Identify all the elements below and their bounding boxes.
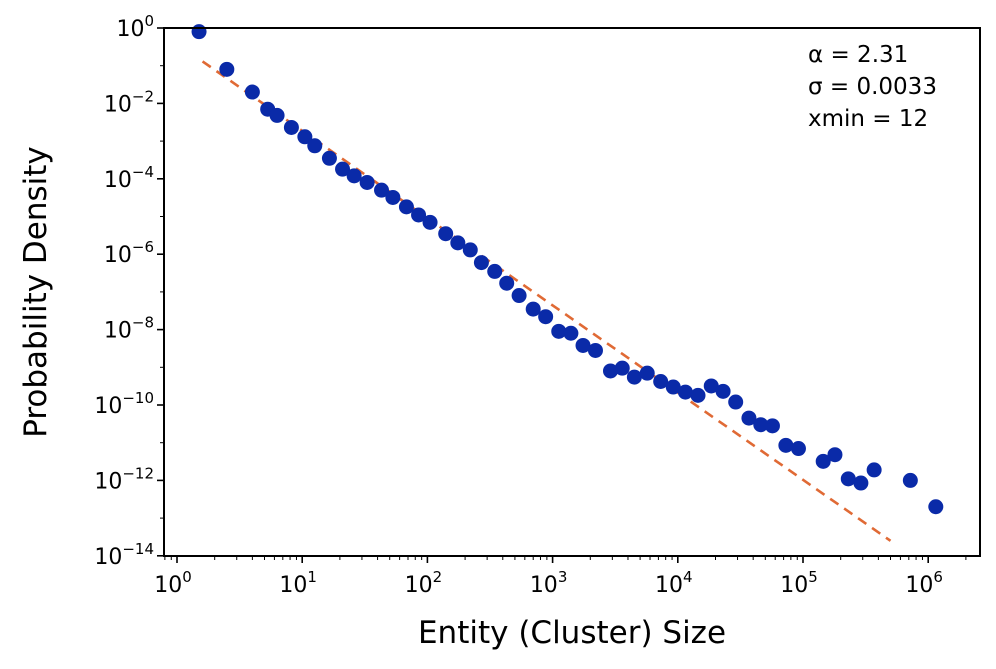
y-tick-label: 10−6 (104, 238, 154, 268)
data-point (614, 360, 630, 376)
data-point (626, 369, 642, 385)
data-point (753, 417, 769, 433)
annotation-sigma: σ = 0.0033 (808, 74, 937, 100)
y-tick-exponent: 0 (144, 12, 154, 30)
x-tick-exponent: 1 (307, 568, 317, 586)
x-tick-label: 102 (405, 568, 443, 598)
data-point (487, 263, 503, 279)
x-tick-exponent: 2 (433, 568, 443, 586)
y-tick-label: 10−8 (104, 314, 154, 344)
data-point (219, 61, 235, 77)
data-point (411, 207, 427, 223)
data-point (321, 150, 337, 166)
data-point (499, 275, 515, 291)
y-tick-label: 10−10 (94, 389, 154, 419)
data-point (335, 161, 351, 177)
data-point (450, 235, 466, 251)
y-tick-exponent: −12 (122, 464, 154, 482)
annotation-xmin: xmin = 12 (808, 106, 928, 132)
y-tick-exponent: −14 (122, 540, 154, 558)
x-tick-label: 101 (279, 568, 317, 598)
x-tick-label: 104 (655, 568, 693, 598)
y-tick-label: 10−14 (94, 540, 154, 570)
x-tick-exponent: 3 (558, 568, 568, 586)
data-point (525, 301, 541, 317)
data-point (269, 107, 285, 123)
data-point (297, 129, 313, 145)
data-point (385, 189, 401, 205)
data-point (244, 84, 260, 100)
data-point (346, 168, 362, 184)
data-point (602, 363, 618, 379)
x-tick-exponent: 0 (182, 568, 192, 586)
data-point (928, 499, 944, 515)
data-point (587, 342, 603, 358)
data-point (307, 138, 323, 154)
data-point (853, 475, 869, 491)
data-point (778, 437, 794, 453)
data-point (690, 387, 706, 403)
data-point (728, 394, 744, 410)
data-point (827, 447, 843, 463)
data-point (551, 323, 567, 339)
data-point (563, 325, 579, 341)
y-tick-exponent: −8 (132, 314, 154, 332)
data-point (359, 174, 375, 190)
data-point (741, 410, 757, 426)
y-tick-exponent: −6 (132, 238, 154, 256)
x-tick-label: 103 (530, 568, 568, 598)
data-point (422, 214, 438, 230)
data-point (374, 182, 390, 198)
data-point (790, 441, 806, 457)
data-point (511, 288, 527, 304)
x-tick-exponent: 6 (933, 568, 943, 586)
y-tick-label: 10−4 (104, 163, 154, 193)
data-point (538, 309, 554, 325)
data-point (665, 379, 681, 395)
data-point (703, 378, 719, 394)
data-point (840, 471, 856, 487)
data-point (677, 384, 693, 400)
data-point (902, 472, 918, 488)
data-point (715, 383, 731, 399)
y-tick-label: 10−12 (94, 464, 154, 494)
x-tick-exponent: 5 (808, 568, 818, 586)
data-point (653, 374, 669, 390)
y-tick-label: 10−2 (104, 87, 154, 117)
y-axis-title: Probability Density (18, 146, 54, 438)
y-tick-exponent: −10 (122, 389, 154, 407)
data-point (764, 418, 780, 434)
annotation-alpha: α = 2.31 (808, 42, 908, 68)
x-tick-label: 100 (154, 568, 192, 598)
y-tick-label: 100 (116, 12, 154, 42)
data-points-layer (191, 24, 944, 515)
data-point (575, 337, 591, 353)
data-point (191, 24, 207, 40)
x-axis-title: Entity (Cluster) Size (418, 615, 726, 651)
data-point (438, 226, 454, 242)
data-point (283, 119, 299, 135)
data-point (473, 255, 489, 271)
y-tick-exponent: −4 (132, 163, 154, 181)
ticks-layer: 100 101 102 103 104 105 10610010−210−410−610−8… (94, 12, 967, 598)
data-point (639, 365, 655, 381)
data-point (398, 199, 414, 215)
x-tick-label: 105 (780, 568, 818, 598)
x-tick-exponent: 4 (683, 568, 693, 586)
y-tick-exponent: −2 (132, 87, 154, 105)
data-point (462, 242, 478, 258)
x-tick-label: 106 (905, 568, 943, 598)
data-point (815, 453, 831, 469)
data-point (866, 462, 882, 478)
